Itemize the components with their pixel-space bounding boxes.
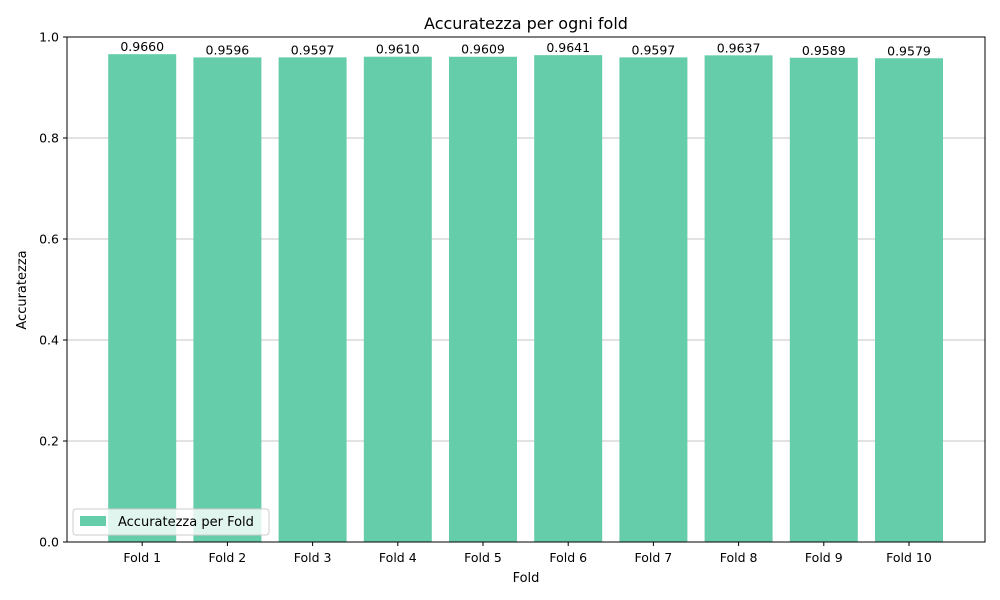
legend: Accuratezza per Fold	[72, 508, 270, 536]
x-tick-label: Fold 8	[720, 550, 758, 565]
x-tick-label: Fold 2	[209, 550, 247, 565]
bar	[789, 57, 858, 543]
y-axis-ticks: 0.0 0.2 0.4 0.6 0.8 1.0	[39, 30, 67, 550]
bar-value-label: 0.9579	[887, 43, 931, 58]
bar	[619, 57, 688, 542]
x-tick-label: Fold 5	[464, 550, 502, 565]
x-tick-label: Fold 6	[549, 550, 587, 565]
plot-frame	[66, 36, 986, 543]
bar-value-label: 0.9609	[461, 42, 505, 57]
x-axis-ticks: Fold 1 Fold 2 Fold 3 Fold 4 Fold 5 Fold 6 Fold…	[123, 542, 932, 565]
bar	[363, 56, 432, 542]
y-tick-label: 0.6	[39, 232, 59, 247]
x-tick-label: Fold 9	[805, 550, 843, 565]
y-tick-label: 0.4	[39, 333, 59, 348]
y-tick-label: 1.0	[39, 30, 59, 45]
y-tick-label: 0.2	[39, 434, 59, 449]
legend-label: Accuratezza per Fold	[118, 515, 254, 530]
x-tick-label: Fold 10	[886, 550, 932, 565]
bar	[193, 57, 262, 542]
x-tick-label: Fold 4	[379, 550, 417, 565]
bar-value-label: 0.9637	[717, 40, 761, 55]
bars-group	[108, 54, 943, 543]
bar-value-label: 0.9597	[632, 42, 676, 57]
x-tick-label: Fold 1	[123, 550, 161, 565]
bar-value-label: 0.9596	[206, 42, 250, 57]
y-tick-label: 0.0	[39, 535, 59, 550]
bar	[534, 55, 603, 542]
x-axis-label: Fold	[513, 571, 540, 586]
bar-value-label: 0.9610	[376, 42, 420, 57]
bar	[449, 56, 517, 543]
bar-value-label: 0.9597	[291, 42, 335, 57]
bar	[278, 57, 347, 542]
bar-value-label: 0.9641	[546, 40, 590, 55]
bar	[704, 55, 773, 542]
bar-value-label: 0.9589	[802, 43, 846, 58]
y-tick-label: 0.8	[39, 131, 59, 146]
bar	[108, 54, 177, 543]
data-labels-group: 0.9660 0.9596 0.9597 0.9610 0.9609 0.9641 0.95…	[120, 39, 931, 58]
x-tick-label: Fold 7	[635, 550, 673, 565]
bar-value-label: 0.9660	[120, 39, 164, 54]
x-tick-label: Fold 3	[294, 550, 332, 565]
legend-swatch	[80, 516, 106, 526]
legend-frame	[72, 508, 270, 536]
bar	[875, 58, 943, 543]
y-axis-label: Accuratezza	[15, 250, 30, 329]
chart-title: Accuratezza per ogni fold	[424, 14, 628, 33]
